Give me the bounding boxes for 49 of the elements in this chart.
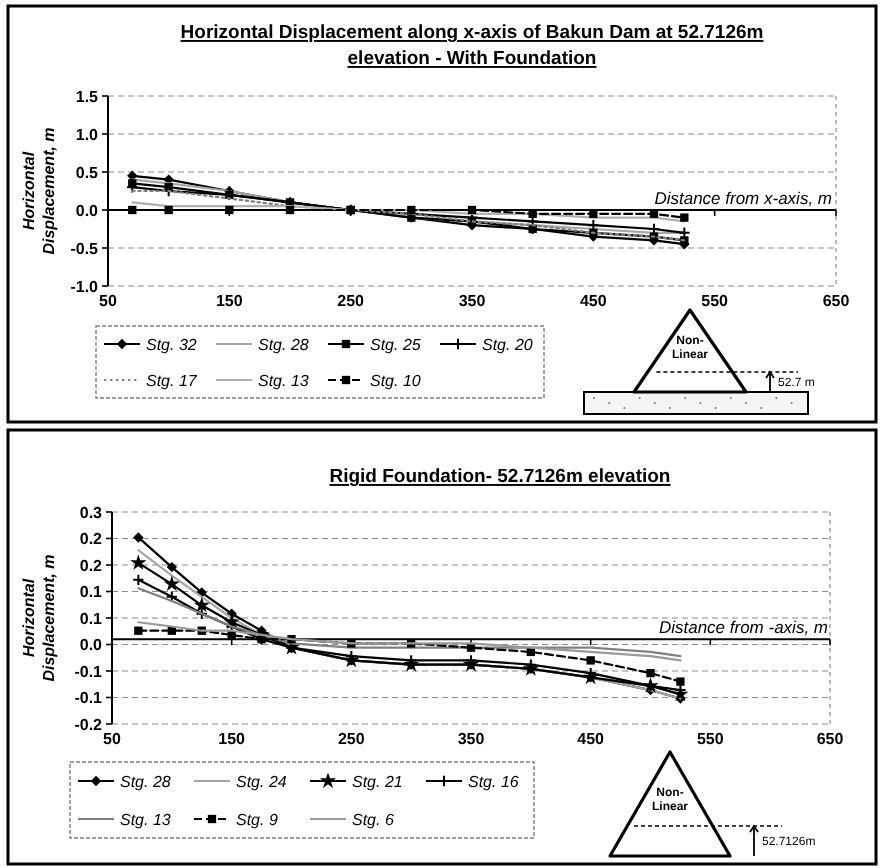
legend-label: Stg. 13 — [120, 810, 172, 829]
y-tick-label: -0.1 — [74, 662, 104, 681]
legend-label: Stg. 28 — [258, 335, 310, 354]
y-axis-title: Horizontal Displacement, m — [20, 127, 58, 255]
x-tick-label: 150 — [218, 730, 247, 748]
y-tick-label: 0.2 — [79, 556, 104, 575]
legend-label: Stg. 17 — [146, 371, 198, 390]
y-tick-label: -1.0 — [70, 277, 100, 296]
x-tick-label: 150 — [215, 292, 244, 310]
y-tick-label: 1.0 — [75, 125, 100, 144]
y-tick-label: 0.1 — [79, 583, 104, 602]
y-tick-label: -0.5 — [70, 239, 100, 258]
x-tick-label: 550 — [696, 730, 725, 748]
y-tick-label: 0.1 — [79, 609, 104, 628]
y-tick-label: 0.0 — [75, 201, 100, 220]
y-tick-label: 1.5 — [75, 87, 100, 106]
x-tick-label: 650 — [822, 292, 851, 310]
x-axis-title: Distance from x-axis, m — [654, 188, 832, 208]
x-tick-label: 550 — [701, 292, 730, 310]
x-tick-label: 50 — [103, 730, 122, 748]
x-tick-label: 250 — [337, 292, 366, 310]
legend-label: Stg. 32 — [146, 335, 198, 354]
legend-label: Stg. 20 — [482, 335, 534, 354]
chart-title: Rigid Foundation- 52.7126m elevation — [329, 466, 671, 488]
legend-label: Stg. 9 — [236, 810, 279, 829]
x-tick-label: 350 — [457, 730, 486, 748]
x-tick-label: 350 — [458, 292, 487, 310]
x-axis-title: Distance from -axis, m — [658, 617, 828, 638]
legend-label: Stg. 25 — [370, 335, 422, 354]
legend-label: Stg. 24 — [236, 772, 288, 791]
y-axis-title: Horizontal Displacement, m — [20, 554, 58, 682]
y-tick-label: -0.2 — [74, 715, 104, 734]
legend-label: Stg. 6 — [352, 810, 395, 829]
y-tick-label: 0.0 — [79, 636, 104, 655]
x-tick-label: 650 — [816, 730, 845, 748]
legend-label: Stg. 16 — [468, 772, 520, 791]
x-tick-label: 250 — [337, 730, 366, 748]
x-tick-label: 450 — [579, 292, 608, 310]
legend-label: Stg. 10 — [370, 371, 422, 390]
y-tick-label: -0.1 — [74, 689, 104, 708]
y-tick-label: 0.5 — [75, 163, 100, 182]
legend-label: Stg. 13 — [258, 371, 310, 390]
y-tick-label: 0.3 — [79, 503, 104, 522]
chart-title: Horizontal Displacement along x-axis of Bakun Dam at 52.7126m elevation - With Foundation — [180, 22, 764, 70]
x-tick-label: 450 — [577, 730, 606, 748]
y-tick-label: 0.2 — [79, 530, 104, 549]
x-tick-label: 50 — [99, 292, 118, 310]
legend-label: Stg. 28 — [120, 772, 172, 791]
legend-label: Stg. 21 — [352, 772, 403, 791]
